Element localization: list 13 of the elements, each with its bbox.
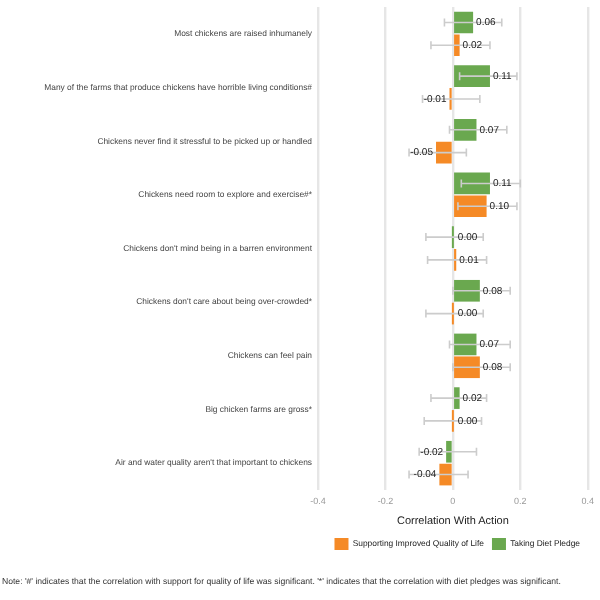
bar	[446, 440, 452, 463]
bar	[454, 387, 460, 409]
bar	[454, 34, 460, 57]
bar	[454, 333, 477, 356]
bar	[454, 172, 490, 195]
bar	[436, 141, 452, 164]
bar	[454, 279, 480, 302]
bar	[454, 65, 490, 87]
bar	[454, 11, 474, 34]
bar	[454, 195, 487, 218]
bar	[454, 356, 480, 379]
bar	[454, 118, 477, 141]
bar	[439, 463, 452, 486]
